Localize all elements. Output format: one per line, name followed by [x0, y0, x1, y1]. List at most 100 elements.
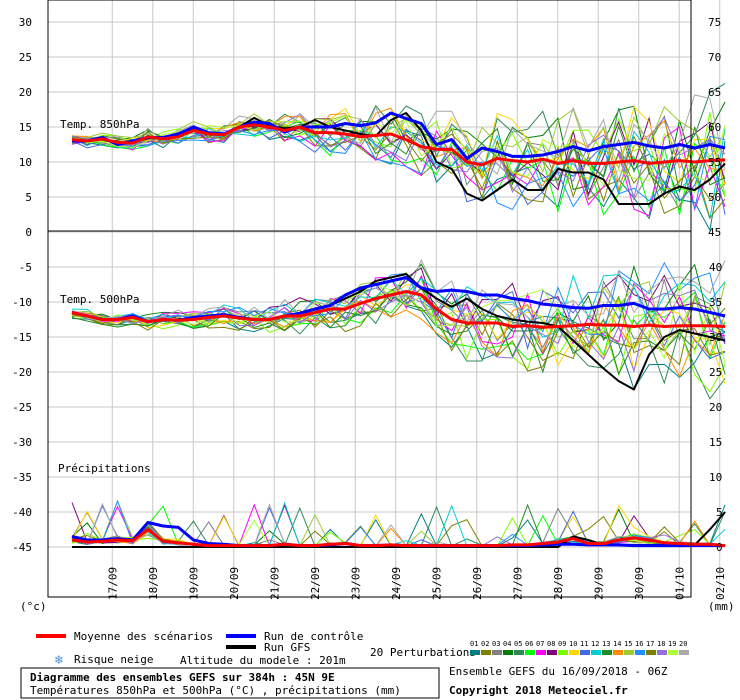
right-tick-label: 40: [709, 261, 722, 274]
left-tick-label: -40: [12, 506, 32, 519]
date-tick-label: 21/09: [268, 567, 281, 600]
legend-gfs-label: Run GFS: [264, 641, 310, 654]
main-lines: [71, 111, 726, 548]
perturbation-t500-line: [71, 258, 726, 329]
right-tick-label: 35: [709, 296, 722, 309]
perturbation-swatch: [503, 650, 513, 655]
left-tick-label: 15: [19, 121, 32, 134]
legend: Moyenne des scénarios Run de contrôle Ru…: [36, 630, 689, 667]
left-tick-label: 0: [25, 226, 32, 239]
date-tick-label: 01/10: [673, 567, 686, 600]
perturbation-t850-line: [71, 94, 726, 183]
left-tick-label: 5: [25, 191, 32, 204]
perturbation-swatch: [492, 650, 502, 655]
mean-precip-line: [71, 528, 726, 548]
units-left: (°c): [20, 600, 47, 613]
panel-label-t850: Temp. 850hPa: [60, 118, 139, 131]
left-tick-label: -5: [19, 261, 32, 274]
perturbation-swatch: [481, 650, 491, 655]
perturbation-swatch: [569, 650, 579, 655]
right-tick-label: 75: [708, 16, 721, 29]
perturbation-swatch: [547, 650, 557, 655]
perturbation-t850-line: [71, 112, 726, 197]
chart-subtitle: Températures 850hPa et 500hPa (°C) , pré…: [30, 684, 401, 697]
perturbation-number: 09: [558, 640, 566, 648]
left-tick-label: -30: [12, 436, 32, 449]
perturbation-number: 16: [635, 640, 643, 648]
perturbation-swatch: [558, 650, 568, 655]
perturbation-t850-line: [71, 128, 726, 215]
units-right: (mm): [708, 600, 735, 613]
legend-perturbations-label: 20 Perturbations: [370, 646, 476, 659]
date-tick-label: 26/09: [471, 567, 484, 600]
right-tick-label: 50: [708, 191, 721, 204]
date-tick-label: 23/09: [349, 567, 362, 600]
snowflake-icon: ❄: [54, 653, 64, 667]
right-tick-label: 25: [709, 366, 722, 379]
right-tick-label: 15: [709, 436, 722, 449]
date-tick-label: 02/10: [714, 567, 727, 600]
perturbation-number: 04: [503, 640, 511, 648]
perturbation-number: 06: [525, 640, 533, 648]
left-tick-label: 10: [19, 156, 32, 169]
legend-control-label: Run de contrôle: [264, 630, 363, 643]
right-tick-label: 5: [716, 506, 723, 519]
date-tick-label: 24/09: [390, 567, 403, 600]
perturbation-swatch: [525, 650, 535, 655]
mean-t500-line: [71, 290, 726, 329]
legend-mean-label: Moyenne des scénarios: [74, 630, 213, 643]
date-tick-label: 29/09: [592, 567, 605, 600]
left-tick-label: -35: [12, 471, 32, 484]
left-tick-label: -20: [12, 366, 32, 379]
date-tick-label: 19/09: [187, 567, 200, 600]
control-t850-line: [72, 111, 726, 160]
chart-title: Diagramme des ensembles GEFS sur 384h : …: [30, 671, 335, 684]
right-tick-label: 55: [708, 156, 721, 169]
date-tick-label: 28/09: [552, 567, 565, 600]
perturbation-number: 14: [613, 640, 621, 648]
right-tick-label: 60: [708, 121, 721, 134]
date-tick-label: 20/09: [228, 567, 241, 600]
date-tick-label: 25/09: [430, 567, 443, 600]
left-axis-ticks: 30 25 20 15 10 5 0 -5 -10 -15 -20 -25 -30 -35 -40 -45: [12, 16, 32, 554]
right-tick-label: 65: [708, 86, 721, 99]
perturbation-swatch: [679, 650, 689, 655]
left-tick-label: 20: [19, 86, 32, 99]
perturbation-swatch: [624, 650, 634, 655]
perturbation-swatch: [635, 650, 645, 655]
right-tick-label: 0: [716, 541, 723, 554]
perturbation-number: 17: [646, 640, 654, 648]
plot-border: [47, 0, 692, 598]
legend-snow-label: Risque neige: [74, 653, 153, 666]
copyright: Copyright 2018 Meteociel.fr: [449, 684, 628, 697]
right-tick-label: 20: [709, 401, 722, 414]
perturbation-number: 13: [602, 640, 610, 648]
right-tick-label: 70: [708, 51, 721, 64]
right-tick-label: 45: [708, 226, 721, 239]
perturbation-swatch: [591, 650, 601, 655]
perturbation-t500-line: [71, 293, 726, 376]
perturbation-swatch: [668, 650, 678, 655]
perturbation-swatch: [470, 650, 480, 655]
panel-label-precip: Précipitations: [58, 462, 151, 475]
perturbation-number: 03: [492, 640, 500, 648]
date-axis-ticks: 17/09 18/09 19/09 20/09 21/09 22/09 23/09 24/09…: [106, 567, 727, 600]
perturbation-number: 07: [536, 640, 544, 648]
perturbation-number: 10: [569, 640, 577, 648]
left-tick-label: -45: [12, 541, 32, 554]
perturbation-number: 08: [547, 640, 555, 648]
date-tick-label: 27/09: [511, 567, 524, 600]
perturbation-number: 20: [679, 640, 687, 648]
left-tick-label: 30: [19, 16, 32, 29]
left-tick-label: -25: [12, 401, 32, 414]
mean-t850-line: [71, 123, 726, 167]
perturbation-swatch: [514, 650, 524, 655]
perturbation-swatch: [657, 650, 667, 655]
panel-label-t500: Temp. 500hPa: [60, 293, 139, 306]
perturbation-number: 18: [657, 640, 665, 648]
right-tick-label: 10: [709, 471, 722, 484]
perturbation-number: 19: [668, 640, 676, 648]
left-tick-label: -10: [12, 296, 32, 309]
